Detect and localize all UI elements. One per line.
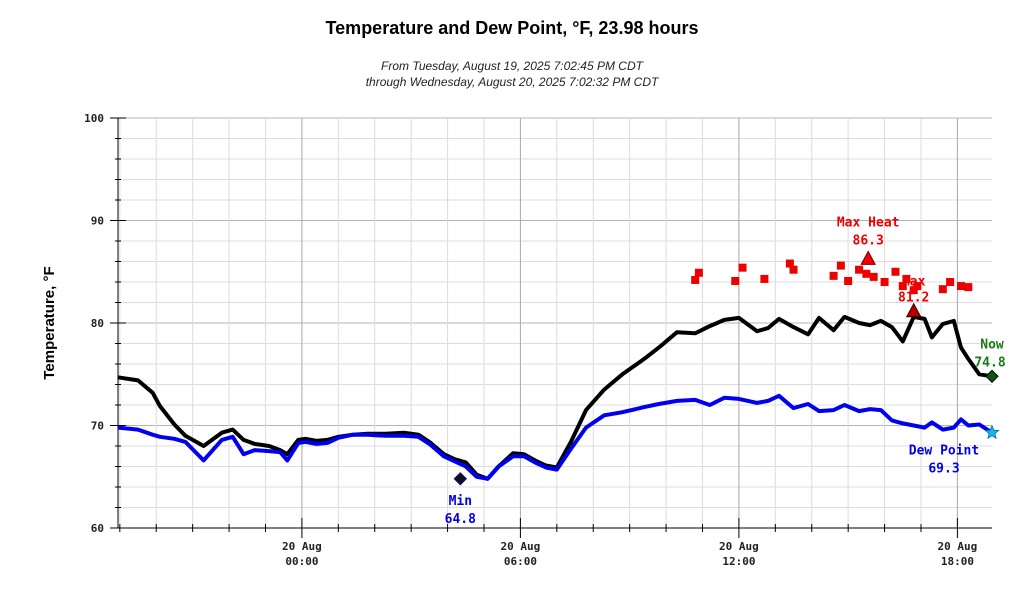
heat-index-point (946, 278, 955, 286)
heat-index-point (913, 282, 922, 291)
heat-index-point (844, 276, 853, 285)
y-tick-label: 60 (91, 522, 104, 535)
heat-index-point (855, 265, 864, 274)
heat-index-point (694, 268, 703, 277)
max-heat-value: 86.3 (853, 233, 884, 248)
y-tick-label: 100 (84, 112, 104, 125)
x-tick-date-label: 20 Aug (719, 540, 759, 553)
x-tick-time-label: 18:00 (941, 555, 974, 568)
x-tick-time-label: 06:00 (504, 555, 537, 568)
heat-index-point (891, 267, 900, 276)
heat-index-point (902, 274, 911, 283)
chart-subtitle-through: through Wednesday, August 20, 2025 7:02:… (365, 75, 659, 89)
max-heat-label: Max Heat (837, 215, 900, 230)
max-temp-value: 81.2 (898, 291, 929, 306)
heat-index-point (938, 285, 947, 294)
max-temp-label: Max (902, 275, 926, 290)
heat-index-point (862, 269, 871, 278)
now-value: 74.8 (974, 355, 1005, 370)
heat-index-point (880, 278, 889, 286)
y-axis-label: Temperature, °F (41, 266, 58, 379)
heat-index-point (731, 276, 740, 285)
x-tick-time-label: 00:00 (285, 555, 318, 568)
x-tick-date-label: 20 Aug (938, 540, 978, 553)
x-tick-date-label: 20 Aug (501, 540, 541, 553)
min-value: 64.8 (445, 512, 476, 527)
chart-title: Temperature and Dew Point, °F, 23.98 hou… (325, 18, 699, 38)
heat-index-point (909, 286, 918, 295)
min-marker (453, 472, 468, 486)
min-label: Min (449, 494, 472, 509)
now-marker (985, 369, 999, 384)
y-tick-label: 70 (91, 420, 104, 433)
chart-subtitle-from: From Tuesday, August 19, 2025 7:02:45 PM… (381, 59, 643, 73)
max-heat-marker (860, 250, 877, 265)
temperature-line (117, 314, 993, 481)
dew-point-value: 69.3 (928, 462, 959, 477)
heat-index-point (829, 271, 838, 280)
dew-point-label: Dew Point (909, 444, 979, 459)
heat-index-point (836, 261, 845, 270)
heat-index-point (785, 259, 794, 268)
x-tick-time-label: 12:00 (722, 555, 755, 568)
chart-axes: 100 90 80 70 60 20 Aug 00:00 20 Aug 06:00 20 Aug 1… (84, 112, 992, 568)
now-label: Now (980, 337, 1004, 352)
heat-index-point (898, 282, 907, 291)
heat-index-point (738, 263, 747, 272)
y-tick-label: 90 (91, 215, 104, 228)
dew-point-line (117, 393, 994, 481)
dew-point-marker (984, 424, 1000, 440)
heat-index-point (964, 283, 973, 292)
heat-index-point (869, 272, 878, 281)
x-tick-date-label: 20 Aug (282, 540, 322, 553)
heat-index-point (789, 265, 798, 274)
y-tick-label: 80 (91, 317, 104, 330)
chart-series (117, 259, 994, 481)
heat-index-point (957, 282, 966, 291)
max-temp-marker (905, 302, 922, 318)
heat-index-point (760, 274, 769, 283)
heat-index-point (691, 275, 700, 284)
